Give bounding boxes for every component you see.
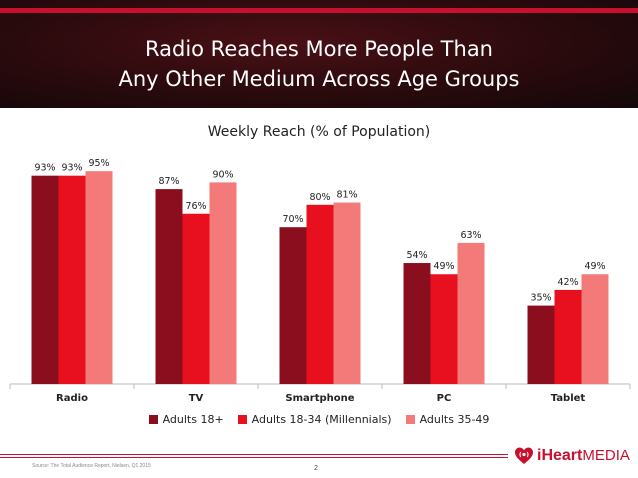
x-tick-label: PC bbox=[437, 393, 452, 404]
page-number: 2 bbox=[314, 465, 318, 472]
bar-radio-series-1 bbox=[31, 175, 59, 384]
data-label: 80% bbox=[309, 192, 330, 203]
x-tick-label: Smartphone bbox=[285, 393, 354, 404]
legend-item-adults-35-49: Adults 35-49 bbox=[405, 413, 490, 426]
data-label: 90% bbox=[212, 169, 233, 180]
bar-chart: 93% 93% 95% Radio 87% 76% 90% TV 70% 80% 81% Smartp… bbox=[9, 158, 631, 404]
bar-tablet-series-1 bbox=[527, 305, 555, 384]
chart-legend: Adults 18+ Adults 18-34 (Millennials) Ad… bbox=[0, 413, 638, 426]
data-label: 70% bbox=[282, 214, 303, 225]
legend-label: Adults 18-34 (Millennials) bbox=[251, 413, 392, 426]
bar-smartphone-series-1 bbox=[279, 227, 307, 384]
slide-title: Radio Reaches More People Than Any Other… bbox=[0, 34, 638, 94]
bar-smartphone-series-2 bbox=[306, 204, 334, 384]
bar-radio-series-3 bbox=[85, 171, 113, 384]
slide-title-line-1: Radio Reaches More People Than bbox=[144, 37, 493, 61]
bar-pc-series-1 bbox=[403, 263, 431, 384]
data-label: 42% bbox=[557, 277, 578, 288]
iheartmedia-logo: iHeartMEDIA bbox=[514, 446, 630, 466]
bar-radio-series-2 bbox=[58, 175, 86, 384]
banner-accent-line bbox=[0, 8, 638, 13]
data-label: 93% bbox=[61, 163, 82, 174]
bar-tv-series-3 bbox=[209, 182, 237, 384]
footer-divider bbox=[0, 454, 508, 455]
bar-pc-series-3 bbox=[457, 242, 485, 384]
legend-swatch bbox=[148, 415, 158, 424]
source-note: Source: The Total Audience Report, Niels… bbox=[32, 463, 151, 469]
bar-smartphone-series-3 bbox=[333, 202, 361, 384]
data-label: 35% bbox=[530, 293, 551, 304]
legend-label: Adults 35-49 bbox=[419, 413, 490, 426]
data-label: 49% bbox=[433, 261, 454, 272]
data-label: 95% bbox=[88, 158, 109, 169]
bar-tablet-series-2 bbox=[554, 289, 582, 384]
data-label: 54% bbox=[406, 250, 427, 261]
x-tick-label: TV bbox=[189, 393, 204, 404]
bar-pc-series-2 bbox=[430, 274, 458, 384]
x-tick-label: Tablet bbox=[551, 393, 586, 404]
legend-swatch bbox=[237, 415, 247, 424]
bar-tablet-series-3 bbox=[581, 274, 609, 384]
slide-title-line-2: Any Other Medium Across Age Groups bbox=[118, 67, 520, 91]
logo-word-media: MEDIA bbox=[582, 447, 630, 464]
data-label: 81% bbox=[336, 190, 357, 201]
logo-wordmark: iHeartMEDIA bbox=[537, 447, 630, 465]
footer-divider-2 bbox=[0, 457, 508, 458]
legend-label: Adults 18+ bbox=[162, 413, 224, 426]
data-label: 76% bbox=[185, 201, 206, 212]
legend-item-adults-18-plus: Adults 18+ bbox=[148, 413, 224, 426]
title-banner: Radio Reaches More People Than Any Other… bbox=[0, 0, 638, 108]
logo-word-iheart: iHeart bbox=[537, 447, 583, 464]
data-label: 49% bbox=[584, 261, 605, 272]
data-label: 93% bbox=[34, 163, 55, 174]
bar-tv-series-1 bbox=[155, 189, 183, 384]
legend-swatch bbox=[405, 415, 415, 424]
chart-title: Weekly Reach (% of Population) bbox=[207, 124, 431, 140]
legend-item-adults-18-34: Adults 18-34 (Millennials) bbox=[237, 413, 392, 426]
bar-tv-series-2 bbox=[182, 213, 210, 384]
heart-logo-icon bbox=[515, 447, 533, 464]
x-tick-label: Radio bbox=[56, 393, 88, 404]
data-label: 63% bbox=[460, 230, 481, 241]
data-label: 87% bbox=[158, 176, 179, 187]
